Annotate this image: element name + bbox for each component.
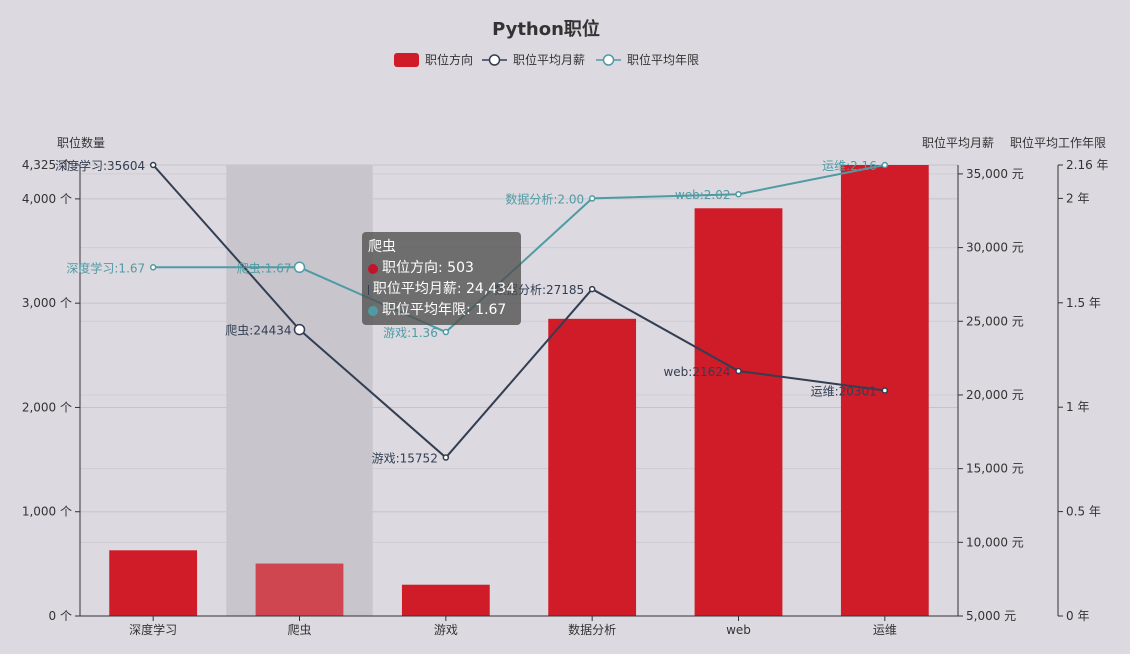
tooltip-row: 职位平均年限: 1.67 xyxy=(368,300,515,321)
y-right2-tick-label: 1 年 xyxy=(1066,400,1089,414)
salary-data-label: 游戏:15752 xyxy=(372,452,438,466)
legend-item[interactable]: 职位平均年限 xyxy=(596,52,699,67)
bar[interactable] xyxy=(109,550,198,616)
tooltip-row-text: 职位方向: 503 xyxy=(382,260,474,276)
year-data-label: 数据分析:2.00 xyxy=(505,191,584,206)
year-data-label: 运维:2.16 xyxy=(822,159,877,173)
line-series[interactable] xyxy=(149,161,889,461)
tooltip-dot xyxy=(368,305,378,316)
axes: 深度学习 爬虫 游戏 数据分析 web 运维0 个1,000 个2,000 个3,000 … xyxy=(22,135,1109,637)
y-right-tick-label: 5,000 元 xyxy=(966,609,1016,623)
line-point[interactable] xyxy=(735,367,742,375)
y-right-tick-label: 25,000 元 xyxy=(966,314,1024,328)
legend[interactable]: 职位方向 职位平均月薪 职位平均年限 xyxy=(394,52,699,67)
y-right2-tick-label: 0.5 年 xyxy=(1066,505,1101,519)
y-right-tick-label: 20,000 元 xyxy=(966,388,1024,402)
line-point[interactable] xyxy=(881,161,889,169)
line-point[interactable] xyxy=(149,161,157,169)
bar[interactable] xyxy=(401,584,490,616)
salary-data-label: 爬虫:24434 xyxy=(225,324,291,338)
x-tick-label: 数据分析 xyxy=(568,622,616,637)
legend-item[interactable]: 职位平均月薪 xyxy=(482,52,585,67)
line-point[interactable] xyxy=(293,261,306,274)
tooltip-row-text: 职位平均年限: 1.67 xyxy=(382,302,507,318)
line-point[interactable] xyxy=(293,323,306,336)
bar-series[interactable] xyxy=(109,165,929,616)
tooltip-row: 职位方向: 503 xyxy=(368,258,515,279)
line-point[interactable] xyxy=(735,190,742,198)
line-point[interactable] xyxy=(588,285,596,293)
x-tick-label: 运维 xyxy=(873,623,897,637)
y-right-tick-label: 15,000 元 xyxy=(966,462,1024,476)
year-data-label: 深度学习:1.67 xyxy=(66,260,145,275)
y-tick-label: 4,325 个 xyxy=(22,158,72,172)
legend-label: 职位方向 xyxy=(425,52,473,67)
tooltip-title: 爬虫 xyxy=(368,239,396,255)
x-tick-label: 深度学习 xyxy=(129,622,177,637)
bar[interactable] xyxy=(255,563,344,616)
chart-title: Python职位 xyxy=(492,18,600,40)
y-tick-label: 1,000 个 xyxy=(22,505,72,519)
y-tick-label: 0 个 xyxy=(49,609,72,623)
salary-data-label: 运维:20301 xyxy=(811,385,877,399)
line-point[interactable] xyxy=(442,454,450,461)
legend-line-marker xyxy=(488,54,501,66)
tooltip-row: 职位平均月薪: 24,434 xyxy=(368,279,515,300)
y-right2-tick-label: 1.5 年 xyxy=(1066,296,1101,310)
line-point[interactable] xyxy=(149,264,157,271)
year-data-label: 游戏:1.36 xyxy=(383,326,438,340)
salary-data-label: web:21624 xyxy=(663,365,730,379)
y-right2-tick-label: 2.16 年 xyxy=(1066,158,1109,172)
x-tick-label: 游戏 xyxy=(434,623,458,637)
legend-bar-swatch xyxy=(394,53,419,67)
line-point[interactable] xyxy=(442,328,450,336)
line-point[interactable] xyxy=(588,195,596,202)
hover-band xyxy=(226,165,373,616)
year-data-label: 爬虫:1.67 xyxy=(237,261,292,275)
bar[interactable] xyxy=(694,208,783,616)
y-right-tick-label: 35,000 元 xyxy=(966,167,1024,181)
y-right2-tick-label: 2 年 xyxy=(1066,191,1089,205)
data-labels: 深度学习:1.67 爬虫:1.67 游戏:1.36 数据分析:2.00 web:2.02… xyxy=(55,158,877,466)
tooltip-dot xyxy=(368,263,378,274)
legend-label: 职位平均月薪 xyxy=(513,52,585,67)
x-tick-label: web xyxy=(726,623,751,637)
tooltip-dot xyxy=(368,284,369,295)
bar[interactable] xyxy=(548,318,637,616)
right2-axis-title: 职位平均工作年限 xyxy=(1010,135,1106,150)
legend-item[interactable]: 职位方向 xyxy=(394,52,473,67)
series-line[interactable] xyxy=(152,164,885,459)
legend-label: 职位平均年限 xyxy=(627,52,699,67)
hover-highlight xyxy=(226,165,373,616)
line-point[interactable] xyxy=(881,387,889,394)
y-tick-label: 3,000 个 xyxy=(22,296,72,310)
y-right-tick-label: 10,000 元 xyxy=(966,535,1024,549)
tooltip: 爬虫 职位方向: 503 职位平均月薪: 24,434 职位平均年限: 1.67 xyxy=(362,232,521,325)
right-axis-title: 职位平均月薪 xyxy=(922,135,994,150)
tooltip-row-text: 职位平均月薪: 24,434 xyxy=(372,281,515,297)
year-data-label: web:2.02 xyxy=(675,188,731,202)
y-right-tick-label: 30,000 元 xyxy=(966,241,1024,255)
y-right2-tick-label: 0 年 xyxy=(1066,609,1089,623)
y-tick-label: 4,000 个 xyxy=(22,192,72,206)
left-axis-title: 职位数量 xyxy=(57,135,105,150)
y-tick-label: 2,000 个 xyxy=(22,400,72,414)
legend-line-marker xyxy=(602,54,615,66)
salary-data-label: 深度学习:35604 xyxy=(55,158,145,173)
x-tick-label: 爬虫 xyxy=(287,623,311,637)
